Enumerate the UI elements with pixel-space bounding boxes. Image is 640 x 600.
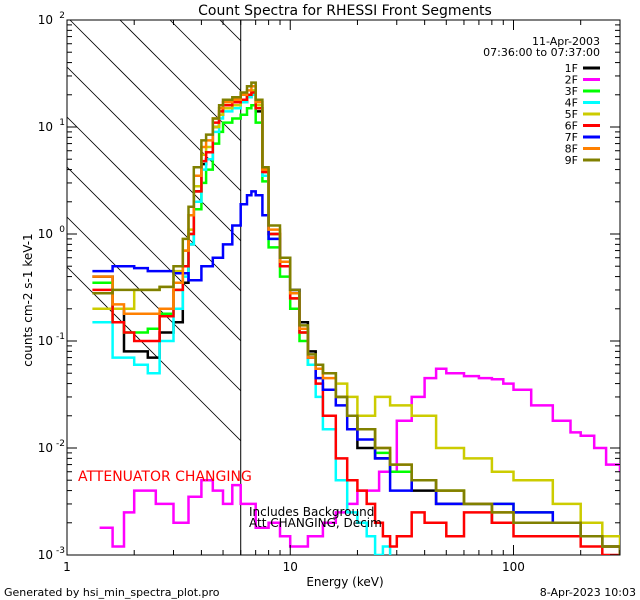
footer-generator: Generated by hsi_min_spectra_plot.pro	[4, 586, 220, 599]
y-tick-exponent: -1	[56, 332, 65, 342]
y-axis-label: counts cm-2 s-1 keV-1	[21, 233, 35, 366]
chart-title: Count Spectra for RHESSI Front Segments	[198, 3, 492, 19]
y-tick-label: 10	[38, 120, 53, 134]
legend-label: 6F	[565, 120, 578, 133]
legend-label: 4F	[565, 97, 578, 110]
y-tick-exponent: -2	[56, 439, 65, 449]
legend-label: 5F	[565, 108, 578, 121]
legend-label: 2F	[565, 74, 578, 87]
background-annotation: Includes Background	[249, 505, 374, 519]
series-lines	[92, 81, 620, 555]
hatch-line	[169, 20, 241, 91]
footer-timestamp: 8-Apr-2023 10:03	[540, 586, 636, 599]
hatch-line	[67, 66, 241, 241]
legend-label: 8F	[565, 143, 578, 156]
legend-label: 3F	[565, 85, 578, 98]
y-tick-label: 10	[38, 548, 53, 562]
legend-label: 1F	[565, 62, 578, 75]
observation-time-range: 07:36:00 to 07:37:00	[483, 46, 600, 59]
hatch-line	[119, 20, 241, 141]
hatch-line	[67, 266, 241, 441]
series-line-4F	[92, 93, 392, 555]
hatch-line	[67, 166, 241, 341]
x-tick-label: 100	[502, 560, 525, 574]
x-tick-label: 10	[283, 560, 298, 574]
y-tick-label: 10	[38, 441, 53, 455]
legend-label: 7F	[565, 131, 578, 144]
attenuator-annotation: ATTENUATOR CHANGING	[78, 469, 252, 485]
hatch-line	[67, 216, 241, 391]
observation-date: 11-Apr-2003	[532, 35, 600, 48]
y-tick-label: 10	[38, 13, 53, 27]
axis-frame	[66, 19, 621, 556]
y-tick-label: 10	[38, 227, 53, 241]
y-tick-label: 10	[38, 334, 53, 348]
x-tick-label: 1	[63, 560, 71, 574]
series-line-9F	[92, 81, 620, 555]
y-tick-exponent: 2	[59, 11, 65, 21]
y-tick-exponent: 1	[59, 118, 65, 128]
y-axis-label-text: counts cm-2 s-1 keV-1	[21, 233, 35, 366]
plot-frame	[66, 19, 621, 556]
decim-annotation: Att CHANGING, Decim	[249, 516, 382, 530]
legend-label: 9F	[565, 154, 578, 167]
y-tick-exponent: 0	[59, 225, 65, 235]
x-axis-label: Energy (keV)	[306, 575, 383, 589]
y-tick-exponent: -3	[56, 546, 65, 556]
